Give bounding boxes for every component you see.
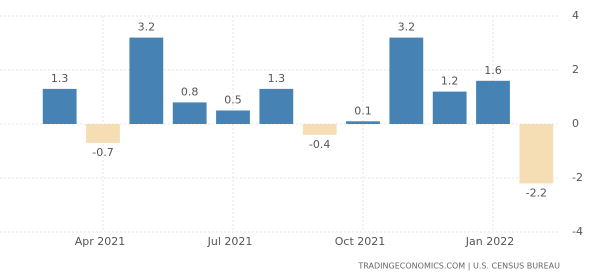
x-tick-label: Jan 2022 — [465, 235, 514, 248]
x-tick-label: Oct 2021 — [335, 235, 386, 248]
value-label: -0.4 — [309, 138, 330, 151]
x-tick-label: Apr 2021 — [75, 235, 126, 248]
bar — [389, 37, 424, 124]
bar — [346, 121, 380, 124]
bar — [172, 102, 207, 124]
y-tick-label: -2 — [572, 171, 583, 184]
value-label: 1.3 — [268, 72, 286, 85]
value-label: -2.2 — [526, 186, 547, 199]
value-label: 1.3 — [51, 72, 69, 85]
bar — [216, 110, 250, 124]
bar — [86, 124, 120, 143]
bar — [42, 88, 77, 124]
value-label: 3.2 — [398, 21, 416, 34]
value-label: 0.1 — [354, 104, 372, 117]
value-label: -0.7 — [92, 146, 113, 159]
y-tick-label: -4 — [572, 225, 583, 238]
value-label: 1.2 — [441, 75, 459, 88]
source: TRADINGECONOMICS.COM | U.S. CENSUS BUREA… — [357, 262, 560, 271]
value-label: 0.8 — [181, 85, 199, 98]
y-tick-label: 0 — [572, 117, 579, 130]
bar — [259, 88, 294, 124]
x-tick-label: Jul 2021 — [207, 235, 253, 248]
bar — [302, 124, 337, 135]
bar — [432, 91, 467, 124]
y-tick-label: 2 — [572, 63, 579, 76]
bar — [129, 37, 164, 124]
value-label: 3.2 — [138, 21, 156, 34]
value-label: 1.6 — [484, 64, 502, 77]
y-tick-label: 4 — [572, 9, 579, 22]
bar — [519, 124, 554, 184]
value-label: 0.5 — [224, 94, 242, 107]
bar — [476, 80, 510, 124]
